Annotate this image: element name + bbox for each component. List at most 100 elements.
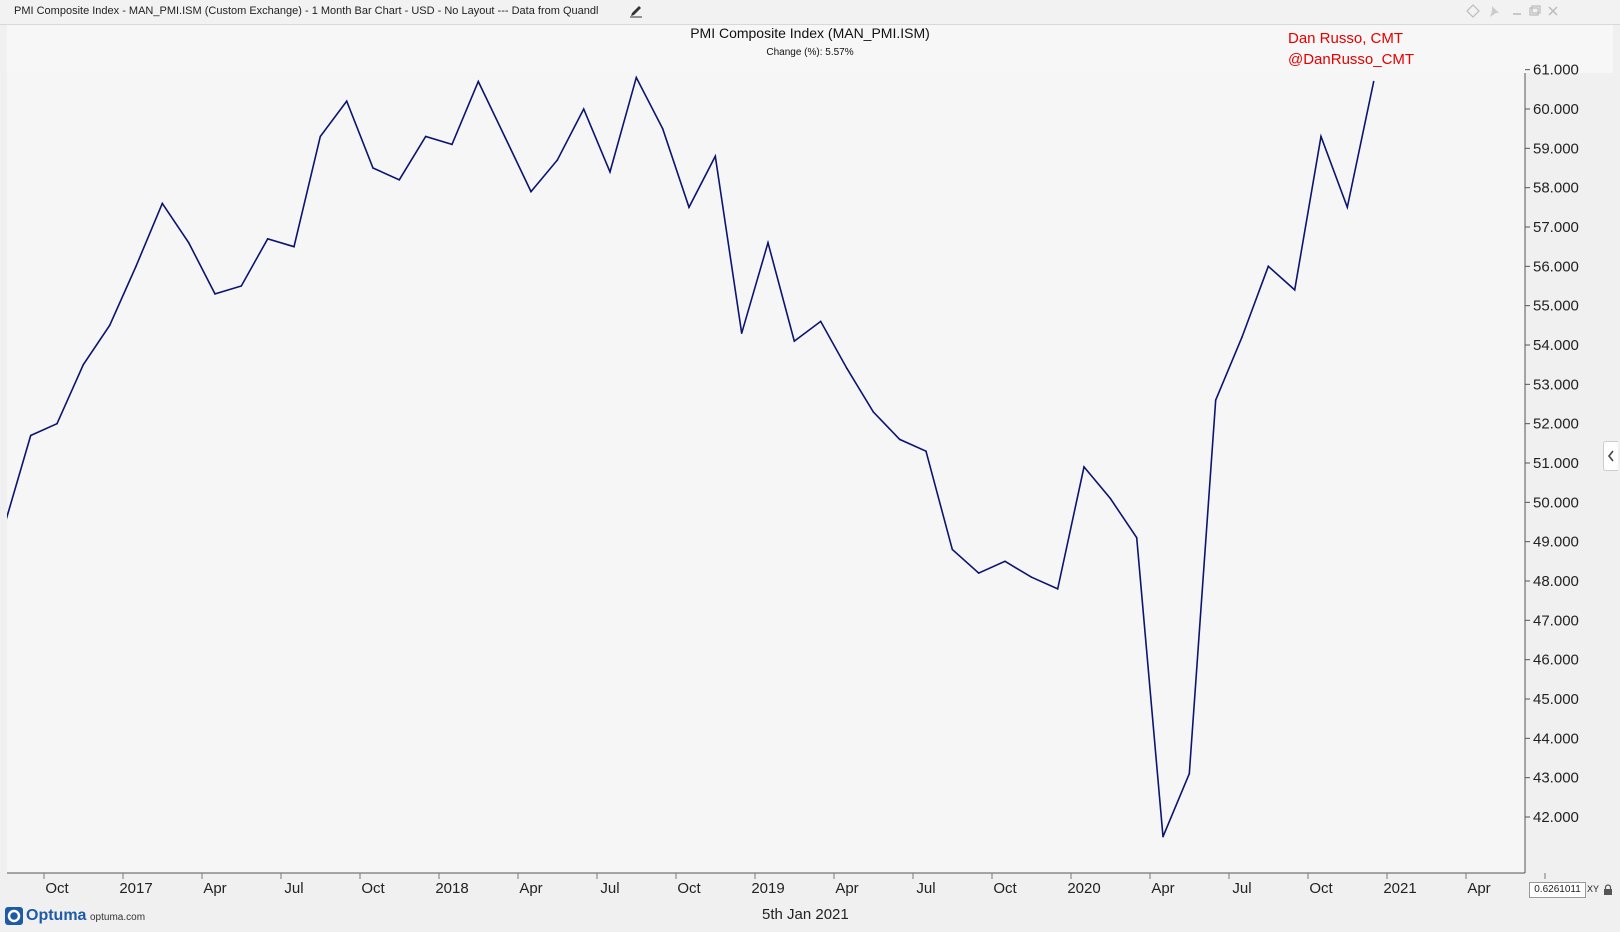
data-point <box>951 548 954 551</box>
data-point <box>451 143 453 146</box>
x-tick-label: Oct <box>45 880 69 897</box>
data-point <box>319 135 322 138</box>
x-tick-label: Oct <box>1309 880 1333 897</box>
x-tick-label: Jul <box>916 880 935 897</box>
y-axis-background <box>1525 73 1605 873</box>
y-tick-label: 48.000 <box>1533 573 1579 590</box>
y-tick-label: 57.000 <box>1533 219 1579 236</box>
y-tick-label: 53.000 <box>1533 376 1579 393</box>
x-tick-label: 2019 <box>751 880 784 897</box>
plot-background <box>7 73 1525 873</box>
chart-header-bg <box>7 25 1613 73</box>
data-point <box>556 159 559 161</box>
data-point <box>609 171 611 173</box>
data-point <box>82 363 85 366</box>
y-tick-label: 61.000 <box>1533 62 1579 79</box>
data-point <box>477 80 480 83</box>
data-point <box>1030 576 1033 578</box>
data-point <box>714 155 717 157</box>
data-point <box>1162 835 1164 838</box>
window-title: PMI Composite Index - MAN_PMI.ISM (Custo… <box>14 5 599 17</box>
chart-title: PMI Composite Index (MAN_PMI.ISM) <box>690 25 930 41</box>
data-point <box>424 135 427 138</box>
y-tick-label: 44.000 <box>1533 730 1579 747</box>
y-axis-ticks: 42.000 43.000 44.000 45.000 46.000 47.000 48.0… <box>1525 62 1579 826</box>
data-point <box>214 293 216 295</box>
chart-subtitle: Change (%): 5.57% <box>766 47 853 58</box>
xy-label[interactable]: XY <box>1587 884 1600 894</box>
optuma-logo-icon <box>5 907 23 925</box>
x-tick-label: 2021 <box>1383 880 1416 897</box>
data-point <box>767 241 769 244</box>
data-point <box>1083 466 1085 468</box>
cursor-value-readout[interactable]: 0.6261011 <box>1529 882 1586 898</box>
data-point <box>1372 80 1375 83</box>
footer-bar <box>0 902 1620 932</box>
y-tick-label: 52.000 <box>1533 416 1579 433</box>
data-point <box>740 332 743 335</box>
data-point <box>635 76 638 79</box>
data-point <box>977 572 980 574</box>
data-point <box>398 179 401 181</box>
y-tick-label: 54.000 <box>1533 337 1579 354</box>
y-tick-label: 55.000 <box>1533 298 1579 315</box>
data-point <box>1109 497 1112 500</box>
y-tick-label: 51.000 <box>1533 455 1579 472</box>
side-panel-tab[interactable] <box>1603 441 1618 471</box>
data-point <box>1135 536 1138 539</box>
data-point <box>1188 772 1191 775</box>
data-point <box>1267 265 1270 268</box>
data-point <box>266 238 269 240</box>
y-tick-label: 56.000 <box>1533 258 1579 275</box>
data-point <box>819 320 822 323</box>
data-point <box>56 422 58 425</box>
pencil-edit-icon[interactable] <box>629 4 643 18</box>
x-tick-label: Jul <box>600 880 619 897</box>
x-axis-background <box>7 873 1525 901</box>
series-layer <box>4 75 1375 838</box>
data-point <box>293 245 295 248</box>
x-tick-label: Oct <box>677 880 701 897</box>
chevron-left-icon <box>1607 450 1614 462</box>
x-tick-label: 2020 <box>1067 880 1100 897</box>
y-tick-label: 43.000 <box>1533 770 1579 787</box>
y-tick-label: 58.000 <box>1533 180 1579 197</box>
author-handle-annotation: @DanRusso_CMT <box>1288 51 1414 68</box>
x-tick-label: Oct <box>993 880 1017 897</box>
data-point <box>345 100 348 102</box>
x-tick-label: 2018 <box>435 880 468 897</box>
data-point <box>187 241 190 244</box>
data-point <box>240 285 243 287</box>
pin-icon[interactable] <box>1487 4 1501 18</box>
y-tick-label: 46.000 <box>1533 652 1579 669</box>
data-point <box>688 206 690 209</box>
data-point <box>1293 289 1296 291</box>
x-tick-label: Jul <box>284 880 303 897</box>
y-tick-label: 47.000 <box>1533 612 1579 629</box>
data-point <box>582 108 585 110</box>
y-tick-label: 50.000 <box>1533 494 1579 511</box>
restore-icon[interactable] <box>1527 4 1541 18</box>
x-tick-label: Jul <box>1232 880 1251 897</box>
data-point <box>135 265 137 268</box>
footer-date: 5th Jan 2021 <box>762 906 849 923</box>
data-point <box>1056 588 1059 590</box>
lock-icon[interactable] <box>1602 884 1614 896</box>
window-titlebar: PMI Composite Index - MAN_PMI.ISM (Custo… <box>0 0 1620 25</box>
data-point <box>1214 399 1217 401</box>
data-point <box>925 450 927 453</box>
data-point <box>372 167 374 169</box>
y-tick-label: 60.000 <box>1533 101 1579 118</box>
data-point <box>661 127 664 130</box>
close-icon[interactable] <box>1546 4 1560 18</box>
diamond-icon[interactable] <box>1466 4 1480 18</box>
y-tick-label: 42.000 <box>1533 809 1579 826</box>
data-point <box>846 367 848 370</box>
data-point <box>4 525 6 527</box>
x-tick-label: Apr <box>835 880 858 897</box>
x-tick-label: 2017 <box>119 880 152 897</box>
data-point <box>29 434 32 437</box>
minimize-icon[interactable] <box>1510 4 1524 18</box>
y-tick-label: 59.000 <box>1533 140 1579 157</box>
